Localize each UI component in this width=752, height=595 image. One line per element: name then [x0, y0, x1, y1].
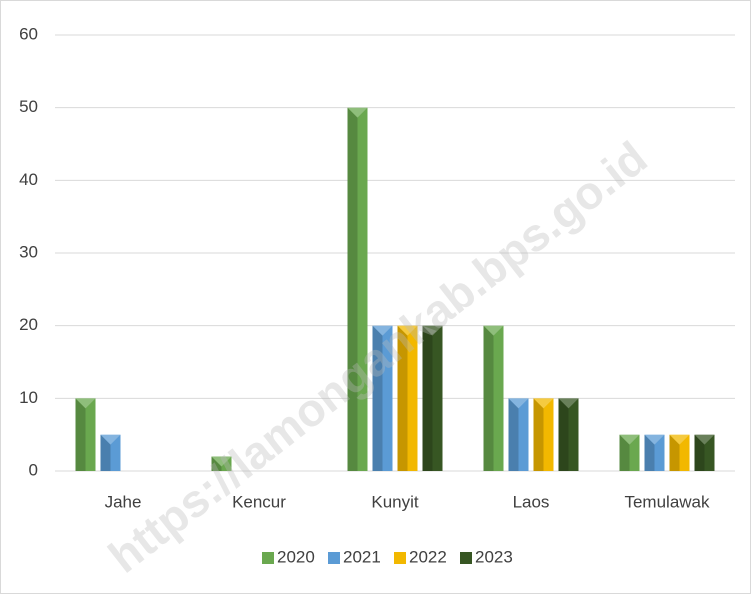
bar-body	[533, 398, 554, 471]
y-tick-label: 0	[29, 460, 38, 479]
bar	[422, 325, 443, 471]
bar-body	[694, 434, 715, 471]
y-tick-label: 10	[19, 388, 38, 407]
legend-swatch	[460, 552, 472, 564]
bar	[644, 434, 665, 471]
legend-swatch	[328, 552, 340, 564]
legend-swatch	[262, 552, 274, 564]
bar-bevel	[372, 325, 383, 471]
bar-bevel-top	[347, 107, 368, 118]
bar-bevel-top	[372, 325, 393, 336]
bar-bevel	[694, 434, 705, 471]
bar	[558, 398, 579, 471]
bar-bevel	[422, 325, 433, 471]
bar-bevel	[347, 107, 358, 472]
bar-body	[619, 434, 640, 471]
bar	[100, 434, 121, 471]
x-tick-label: Laos	[513, 492, 550, 511]
x-tick-label: Kencur	[232, 492, 286, 511]
bar-bevel-top	[558, 398, 579, 409]
y-tick-label: 30	[19, 242, 38, 261]
bar-body	[100, 434, 121, 471]
y-tick-label: 60	[19, 24, 38, 43]
bar-bevel-top	[644, 434, 665, 445]
bar-bevel	[558, 398, 569, 471]
bar-bevel-top	[694, 434, 715, 445]
bar	[372, 325, 393, 471]
bar-body	[372, 325, 393, 471]
y-tick-label: 40	[19, 170, 38, 189]
bar-bevel-top	[533, 398, 554, 409]
legend-swatch	[394, 552, 406, 564]
y-tick-label: 20	[19, 315, 38, 334]
bar	[211, 456, 232, 471]
bar-body	[347, 107, 368, 472]
bar	[669, 434, 690, 471]
x-tick-label: Jahe	[105, 492, 142, 511]
legend-label: 2022	[409, 547, 447, 566]
bar	[619, 434, 640, 471]
bar-body	[644, 434, 665, 471]
bar-body	[75, 398, 96, 471]
bar-bevel	[483, 325, 494, 471]
bar	[397, 325, 418, 471]
x-tick-label: Temulawak	[624, 492, 710, 511]
bar-body	[508, 398, 529, 471]
bar-bevel-top	[100, 434, 121, 445]
bar-bevel-top	[619, 434, 640, 445]
y-tick-label: 50	[19, 97, 38, 116]
bar-bevel-top	[508, 398, 529, 409]
bar-bevel-top	[483, 325, 504, 336]
bar-body	[422, 325, 443, 471]
bar	[694, 434, 715, 471]
legend-label: 2021	[343, 547, 381, 566]
bar-bevel-top	[211, 456, 232, 467]
bar-bevel-top	[75, 398, 96, 409]
bar	[508, 398, 529, 471]
bar-bevel	[619, 434, 630, 471]
bar-bevel	[100, 434, 111, 471]
bar-body	[558, 398, 579, 471]
bar	[483, 325, 504, 471]
bar-body	[397, 325, 418, 471]
legend-label: 2023	[475, 547, 513, 566]
bar-bevel	[644, 434, 655, 471]
bar-bevel	[533, 398, 544, 471]
x-tick-label: Kunyit	[371, 492, 419, 511]
bar-bevel-top	[397, 325, 418, 336]
bar-bevel	[669, 434, 680, 471]
bar-body	[211, 456, 232, 471]
bar	[75, 398, 96, 471]
bar-body	[669, 434, 690, 471]
bar-bevel	[397, 325, 408, 471]
bar-body	[483, 325, 504, 471]
bar	[533, 398, 554, 471]
bar-bevel-top	[422, 325, 443, 336]
bar-bevel	[75, 398, 86, 471]
legend-label: 2020	[277, 547, 315, 566]
bar-bevel	[508, 398, 519, 471]
bar	[347, 107, 368, 472]
bar-bevel-top	[669, 434, 690, 445]
bar-bevel	[211, 456, 222, 471]
